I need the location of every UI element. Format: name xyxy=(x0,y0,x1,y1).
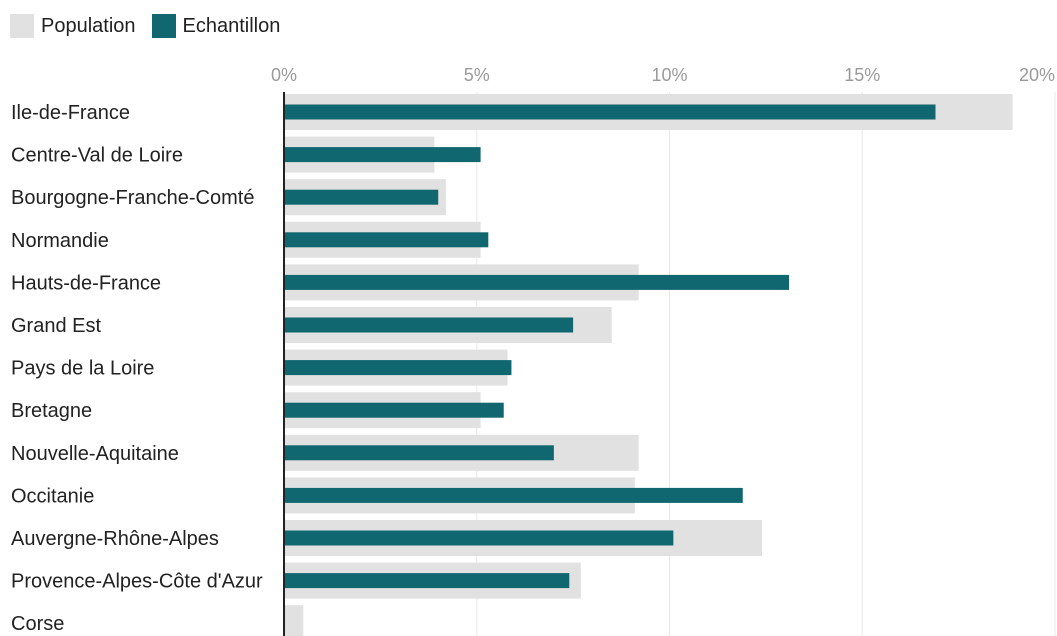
category-label: Centre-Val de Loire xyxy=(11,145,183,167)
x-tick-label: 20% xyxy=(1019,65,1055,85)
bar-echantillon xyxy=(284,317,574,333)
category-label: Nouvelle-Aquitaine xyxy=(11,443,179,465)
legend-item-population: Population xyxy=(10,14,136,38)
bar-echantillon xyxy=(284,104,936,120)
category-label: Bretagne xyxy=(11,400,92,422)
bar-population xyxy=(284,605,304,636)
bar-echantillon xyxy=(284,232,489,248)
legend-item-echantillon: Echantillon xyxy=(151,14,281,38)
bar-echantillon xyxy=(284,530,674,546)
bar-echantillon xyxy=(284,147,481,163)
bar-echantillon xyxy=(284,402,504,418)
category-label: Grand Est xyxy=(11,315,101,337)
x-tick-label: 0% xyxy=(271,65,297,85)
bar-echantillon xyxy=(284,189,439,205)
category-label: Pays de la Loire xyxy=(11,358,154,380)
category-label: Occitanie xyxy=(11,485,94,507)
x-tick-label: 5% xyxy=(464,65,490,85)
bar-echantillon xyxy=(284,274,790,290)
category-label: Corse xyxy=(11,613,64,635)
legend-swatch-echantillon xyxy=(151,14,176,38)
bar-echantillon xyxy=(284,487,743,503)
category-label: Provence-Alpes-Côte d'Azur xyxy=(11,571,263,593)
bar-echantillon xyxy=(284,360,512,376)
legend-label-echantillon: Echantillon xyxy=(182,14,281,37)
legend-swatch-population xyxy=(10,14,34,38)
category-label: Normandie xyxy=(11,230,109,252)
category-label: Auvergne-Rhône-Alpes xyxy=(11,528,219,550)
legend: Population Echantillon xyxy=(10,14,296,38)
x-tick-label: 15% xyxy=(844,65,880,85)
x-tick-label: 10% xyxy=(651,65,687,85)
category-label: Ile-de-France xyxy=(11,102,130,124)
bar-echantillon xyxy=(284,573,570,589)
legend-label-population: Population xyxy=(41,14,136,37)
category-label: Bourgogne-Franche-Comté xyxy=(11,187,254,209)
category-label: Hauts-de-France xyxy=(11,272,161,294)
bar-echantillon xyxy=(284,445,554,461)
